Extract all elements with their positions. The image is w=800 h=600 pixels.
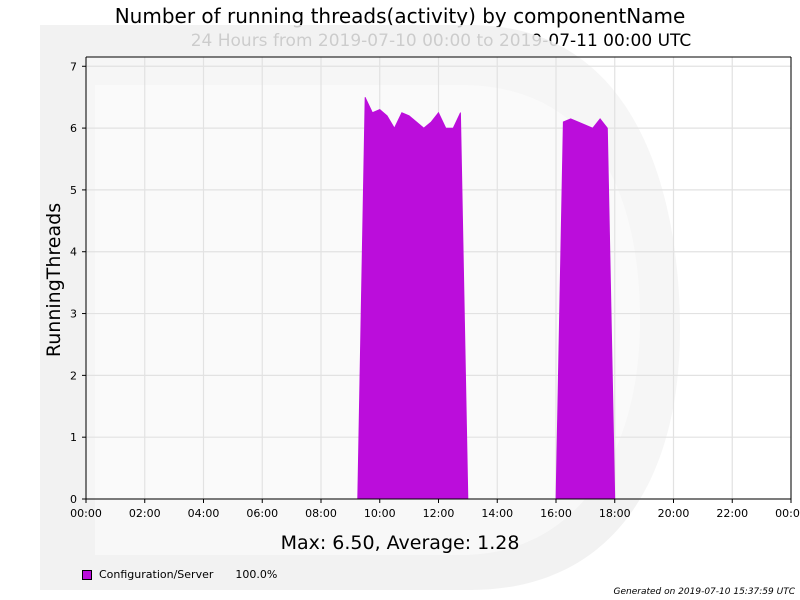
y-tick-label: 6 (70, 122, 77, 135)
x-tick-label: 00:00 (775, 507, 800, 520)
y-tick-label: 0 (70, 493, 77, 506)
y-tick-label: 4 (70, 246, 77, 259)
x-tick-label: 10:00 (364, 507, 396, 520)
series-area (555, 118, 616, 500)
y-tick-label: 5 (70, 184, 77, 197)
x-tick-label: 22:00 (716, 507, 748, 520)
x-tick-label: 08:00 (305, 507, 337, 520)
legend: Configuration/Server 100.0% (82, 568, 277, 581)
x-tick-label: 06:00 (246, 507, 278, 520)
x-tick-label: 20:00 (658, 507, 690, 520)
chart-summary: Max: 6.50, Average: 1.28 (280, 532, 520, 554)
y-tick-label: 2 (70, 369, 77, 382)
x-tick-label: 00:00 (70, 507, 102, 520)
x-tick-label: 14:00 (481, 507, 513, 520)
legend-label: Configuration/Server (99, 568, 214, 581)
x-tick-label: 16:00 (540, 507, 572, 520)
y-tick-label: 7 (70, 60, 77, 73)
legend-percent: 100.0% (235, 568, 278, 581)
x-tick-label: 12:00 (423, 507, 455, 520)
generated-timestamp: Generated on 2019-07-10 15:37:59 UTC (613, 587, 796, 597)
y-tick-label: 3 (70, 308, 77, 321)
chart-title: Number of running threads(activity) by c… (114, 4, 686, 28)
x-tick-label: 04:00 (188, 507, 220, 520)
y-axis-label: RunningThreads (43, 203, 65, 357)
x-tick-label: 02:00 (129, 507, 161, 520)
x-tick-label: 18:00 (599, 507, 631, 520)
y-tick-label: 1 (70, 431, 77, 444)
legend-swatch (82, 569, 92, 580)
series-area (357, 97, 469, 500)
